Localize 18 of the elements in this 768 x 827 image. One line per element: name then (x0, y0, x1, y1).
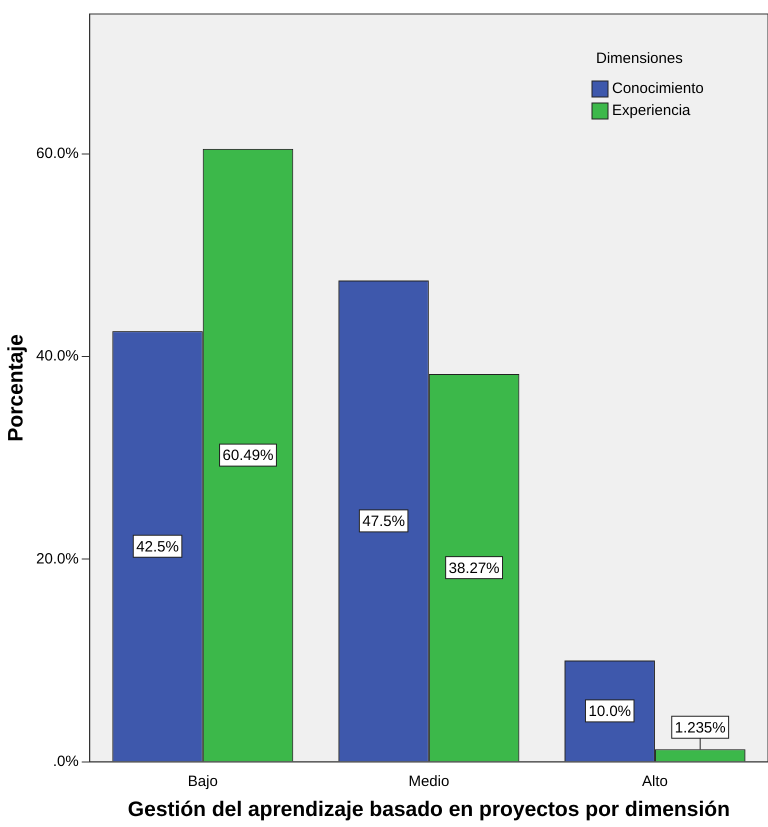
y-tick-label: .0% (52, 752, 79, 770)
x-axis-title: Gestión del aprendizaje basado en proyectos por dimensión (128, 798, 730, 822)
legend-label: Experiencia (612, 102, 692, 120)
data-label: 10.0% (588, 703, 632, 720)
x-tick-label: Bajo (188, 772, 218, 790)
data-label: 47.5% (362, 513, 405, 530)
data-label: 60.49% (222, 447, 274, 464)
legend-label: Conocimiento (612, 80, 704, 98)
legend-title: Dimensiones (596, 50, 683, 68)
data-label: 42.5% (136, 538, 179, 556)
y-axis-title: Porcentaje (4, 334, 28, 442)
y-tick-label: 40.0% (36, 348, 79, 365)
x-tick-label: Medio (408, 772, 450, 790)
y-tick-label: 60.0% (36, 144, 79, 162)
x-tick-label: Alto (642, 772, 668, 790)
data-label: 38.27% (448, 560, 500, 577)
data-label: 1.235% (674, 719, 726, 736)
y-tick-label: 20.0% (36, 550, 79, 568)
